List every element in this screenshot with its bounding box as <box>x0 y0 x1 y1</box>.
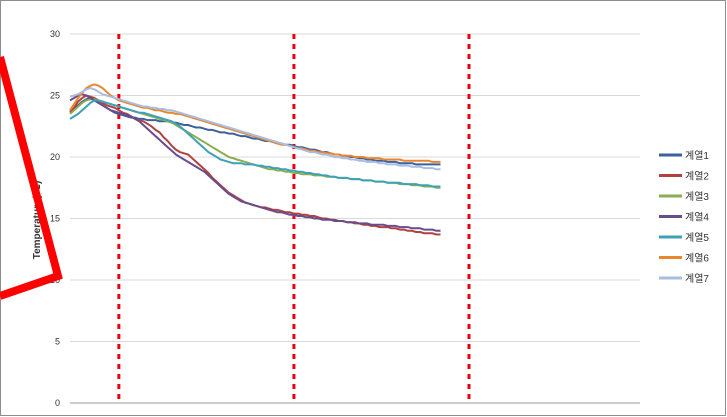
y-tick-label: 0 <box>55 398 60 408</box>
y-tick-label: 5 <box>55 337 60 347</box>
data-series <box>69 83 441 236</box>
legend-label: 계열7 <box>685 273 709 285</box>
legend-label: 계열4 <box>685 212 709 224</box>
legend-label: 계열6 <box>685 253 709 265</box>
series-line <box>69 83 441 163</box>
series-line <box>69 87 441 171</box>
series-line <box>69 93 441 232</box>
legend-label: 계열2 <box>685 171 709 183</box>
legend-label: 계열5 <box>685 232 709 244</box>
red-highlight-arrow <box>0 55 63 300</box>
legend-label: 계열3 <box>685 191 709 203</box>
series-line <box>69 99 441 188</box>
legend-label: 계열1 <box>685 150 709 162</box>
y-tick-label: 15 <box>50 214 60 224</box>
y-tick-label: 25 <box>50 91 60 101</box>
vertical-markers <box>117 34 471 403</box>
y-tick-label: 30 <box>50 29 60 39</box>
y-tick-label: 20 <box>50 152 60 162</box>
y-axis-label: Temperature(℃) <box>32 181 43 260</box>
legend: 계열1 계열2 계열3 계열4 계열5 계열6 계열7 <box>659 150 709 285</box>
